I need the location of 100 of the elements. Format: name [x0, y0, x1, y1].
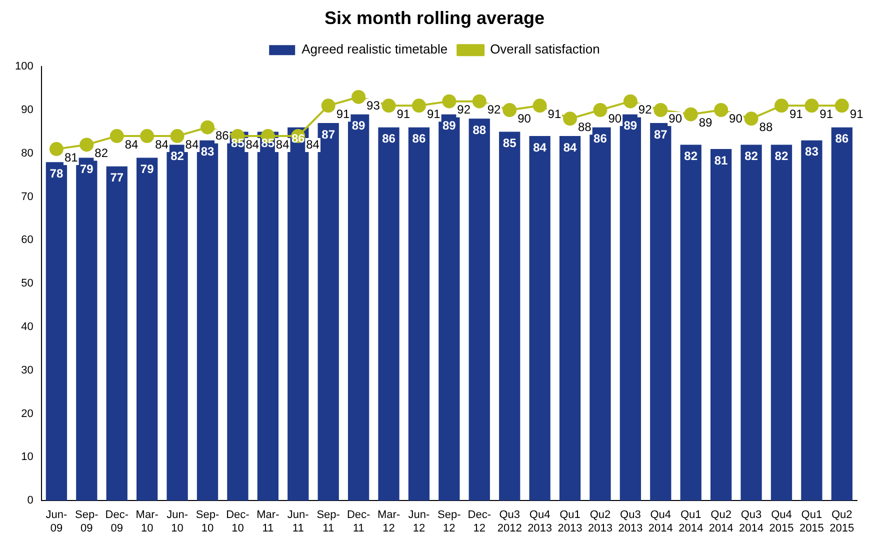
x-tick-label: Qu1 2014 — [678, 509, 704, 534]
data-label: 86 — [412, 132, 426, 146]
point — [532, 98, 547, 113]
data-label: 84 — [185, 137, 199, 152]
data-label: 91 — [820, 106, 834, 121]
point — [140, 129, 154, 144]
data-label: 79 — [80, 162, 94, 176]
data-label: 83 — [805, 144, 819, 159]
data-label: 91 — [850, 106, 864, 121]
x-tick-label: Jun-12 — [408, 509, 430, 534]
point — [563, 112, 578, 126]
data-label: 83 — [200, 144, 214, 159]
data-label: 88 — [472, 122, 486, 137]
data-label: 82 — [94, 146, 108, 160]
bar — [740, 144, 762, 501]
y-tick-label: 20 — [21, 408, 34, 420]
data-label: 81 — [64, 150, 78, 164]
bar — [348, 114, 370, 501]
data-label: 91 — [336, 106, 350, 121]
data-label: 86 — [291, 132, 306, 146]
point — [170, 129, 184, 144]
y-tick-label: 50 — [21, 278, 34, 290]
x-tick-label: Dec-11 — [346, 509, 370, 534]
data-label: 86 — [594, 132, 608, 146]
bar — [196, 140, 218, 501]
y-tick-label: 0 — [27, 494, 34, 507]
data-label: 79 — [140, 162, 154, 176]
data-label: 84 — [246, 137, 260, 152]
data-label: 84 — [124, 137, 139, 152]
x-tick-label: Qu1 2013 — [558, 509, 582, 534]
data-label: 86 — [382, 132, 396, 146]
bar — [136, 158, 158, 501]
y-tick-label: 70 — [21, 190, 34, 203]
point — [623, 94, 638, 108]
point — [80, 138, 94, 152]
data-label: 88 — [759, 120, 773, 134]
data-label: 90 — [668, 111, 682, 126]
data-label: 77 — [110, 170, 124, 185]
x-tick-label: Mar-11 — [256, 509, 280, 534]
x-tick-label: Qu3 2013 — [618, 509, 643, 534]
data-label: 84 — [306, 137, 320, 152]
data-label: 90 — [608, 111, 622, 126]
point — [684, 107, 698, 122]
x-tick-label: Qu3 2012 — [497, 509, 522, 534]
data-label: 93 — [366, 98, 380, 112]
point — [714, 103, 728, 117]
point — [382, 98, 396, 113]
y-tick-label: 30 — [21, 364, 34, 376]
point — [442, 94, 456, 108]
x-tick-label: Qu4 2015 — [769, 509, 794, 534]
bar — [46, 162, 68, 501]
data-label: 89 — [698, 116, 713, 130]
bar — [529, 136, 550, 501]
bar — [468, 118, 490, 501]
y-tick-label: 90 — [21, 104, 34, 116]
bar — [76, 158, 98, 501]
data-label: 84 — [533, 140, 547, 154]
point — [110, 129, 124, 144]
point — [502, 103, 517, 117]
data-label: 78 — [50, 166, 64, 180]
data-label: 88 — [578, 120, 592, 134]
x-tick-label: Sep-11 — [316, 509, 340, 534]
bar — [831, 127, 852, 501]
point — [654, 103, 668, 117]
x-tick-label: Sep-09 — [75, 509, 99, 534]
data-label: 90 — [729, 111, 743, 126]
x-tick-label: Sep-10 — [196, 509, 220, 534]
x-tick-label: Jun-09 — [46, 509, 68, 534]
data-label: 85 — [502, 136, 517, 150]
data-label: 91 — [426, 106, 441, 121]
point — [834, 98, 849, 113]
bar — [559, 136, 581, 501]
bar — [318, 123, 339, 501]
data-label: 82 — [774, 149, 788, 164]
y-tick-label: 40 — [21, 321, 34, 334]
x-tick-label: Qu1 2015 — [799, 509, 824, 534]
x-tick-label: Mar-12 — [377, 509, 400, 534]
x-tick-label: Qu2 2013 — [588, 509, 612, 534]
point — [352, 90, 366, 104]
bar — [770, 144, 792, 501]
data-label: 90 — [518, 111, 532, 126]
bar — [680, 144, 702, 501]
x-tick-label: Sep-12 — [438, 509, 462, 534]
bar — [620, 114, 642, 501]
data-label: 84 — [563, 140, 578, 154]
bar — [408, 127, 430, 501]
legend-label: Agreed realistic timetable — [302, 42, 448, 57]
x-tick-label: Qu2 2015 — [830, 509, 854, 534]
data-label: 84 — [155, 137, 169, 152]
data-label: 82 — [744, 149, 758, 164]
data-label: 92 — [457, 102, 471, 117]
y-tick-label: 100 — [14, 60, 34, 73]
data-label: 89 — [352, 118, 366, 133]
data-label: 86 — [835, 132, 849, 146]
y-tick-label: 60 — [21, 234, 34, 246]
y-tick-label: 10 — [21, 451, 34, 464]
x-tick-label: Jun-10 — [166, 509, 188, 534]
x-tick-label: Qu4 2013 — [528, 509, 552, 534]
data-label: 81 — [714, 153, 728, 168]
x-tick-label: Dec-12 — [468, 509, 492, 534]
